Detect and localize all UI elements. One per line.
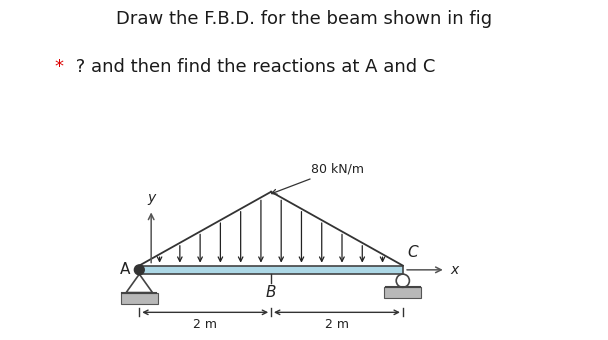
Text: ? and then find the reactions at A and C: ? and then find the reactions at A and C xyxy=(70,58,435,76)
Text: 2 m: 2 m xyxy=(325,318,349,331)
Polygon shape xyxy=(126,274,153,292)
Text: *: * xyxy=(55,58,64,76)
Text: y: y xyxy=(147,191,155,205)
Circle shape xyxy=(134,265,144,275)
Text: B: B xyxy=(266,285,276,300)
Text: C: C xyxy=(407,245,418,260)
Polygon shape xyxy=(139,266,403,274)
Text: Draw the F.B.D. for the beam shown in fig: Draw the F.B.D. for the beam shown in fi… xyxy=(116,10,492,28)
Text: A: A xyxy=(120,262,130,277)
Circle shape xyxy=(396,274,409,287)
Polygon shape xyxy=(384,287,421,299)
Text: 2 m: 2 m xyxy=(193,318,217,331)
Polygon shape xyxy=(121,292,157,304)
Text: 80 kN/m: 80 kN/m xyxy=(272,162,364,194)
Text: x: x xyxy=(451,263,458,277)
